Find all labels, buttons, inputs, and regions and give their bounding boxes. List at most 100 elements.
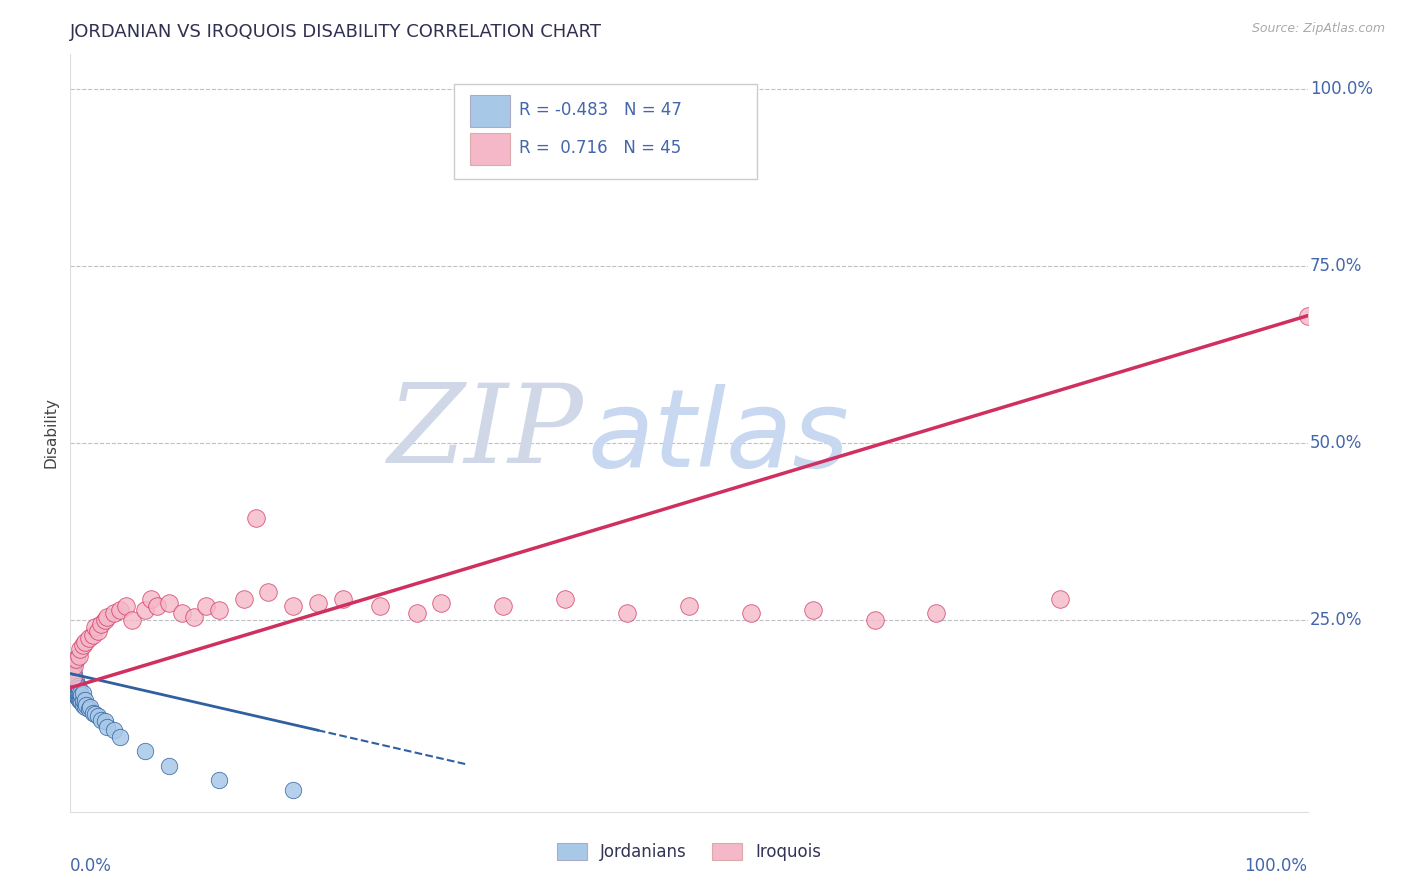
Point	[65, 684, 87, 698]
Point	[72, 638, 94, 652]
Point	[65, 673, 87, 688]
Text: JORDANIAN VS IROQUOIS DISABILITY CORRELATION CHART: JORDANIAN VS IROQUOIS DISABILITY CORRELA…	[70, 23, 602, 41]
Point	[232, 592, 254, 607]
Point	[84, 706, 107, 721]
Point	[332, 592, 354, 607]
Legend: Jordanians, Iroquois: Jordanians, Iroquois	[550, 837, 828, 868]
Point	[70, 688, 93, 702]
Point	[146, 599, 169, 614]
Point	[108, 603, 131, 617]
Point	[69, 692, 91, 706]
Point	[62, 659, 84, 673]
Point	[139, 592, 162, 607]
Point	[492, 599, 515, 614]
Point	[60, 666, 83, 681]
Text: Source: ZipAtlas.com: Source: ZipAtlas.com	[1251, 22, 1385, 36]
FancyBboxPatch shape	[470, 133, 509, 165]
Text: R =  0.716   N = 45: R = 0.716 N = 45	[519, 139, 682, 157]
Point	[70, 695, 93, 709]
Point	[307, 596, 329, 610]
Point	[63, 673, 86, 688]
Point	[368, 599, 391, 614]
Point	[103, 607, 125, 621]
Point	[134, 603, 156, 617]
Point	[67, 686, 90, 700]
Point	[66, 686, 89, 700]
Point	[63, 666, 86, 681]
Point	[554, 592, 576, 607]
Point	[75, 699, 97, 714]
Point	[77, 631, 100, 645]
Point	[208, 772, 231, 787]
Point	[72, 692, 94, 706]
Point	[208, 603, 231, 617]
Text: atlas: atlas	[588, 384, 849, 489]
Point	[82, 706, 104, 720]
Text: 25.0%: 25.0%	[1310, 611, 1362, 630]
Point	[103, 723, 125, 738]
Point	[94, 714, 117, 728]
Point	[72, 686, 94, 700]
Point	[66, 691, 89, 706]
Point	[63, 659, 86, 673]
Text: 0.0%: 0.0%	[70, 857, 112, 875]
Point	[740, 607, 762, 621]
Text: 50.0%: 50.0%	[1310, 434, 1362, 452]
Point	[257, 585, 280, 599]
Point	[157, 596, 180, 610]
Point	[79, 699, 101, 714]
Point	[65, 673, 87, 688]
Point	[94, 614, 117, 628]
Point	[157, 758, 180, 772]
Point	[183, 610, 205, 624]
Point	[1296, 309, 1319, 323]
Point	[67, 692, 90, 706]
Point	[90, 616, 112, 631]
Point	[65, 677, 87, 691]
Point	[63, 681, 86, 695]
Point	[405, 607, 427, 621]
Text: ZIP: ZIP	[388, 379, 583, 486]
Point	[60, 659, 83, 673]
Point	[96, 610, 118, 624]
Point	[67, 648, 90, 663]
Point	[1049, 592, 1071, 607]
FancyBboxPatch shape	[470, 95, 509, 127]
Point	[62, 670, 84, 684]
Point	[65, 684, 87, 698]
Point	[67, 681, 90, 695]
Point	[65, 688, 87, 702]
Text: 100.0%: 100.0%	[1310, 80, 1374, 98]
Point	[75, 692, 97, 706]
Point	[72, 698, 94, 713]
Text: 100.0%: 100.0%	[1244, 857, 1308, 875]
Point	[863, 614, 886, 628]
Point	[678, 599, 700, 614]
Point	[65, 688, 87, 702]
Point	[69, 686, 91, 700]
Point	[69, 641, 91, 656]
Point	[86, 709, 108, 723]
Point	[77, 702, 100, 716]
Point	[65, 681, 87, 695]
Point	[84, 620, 107, 634]
Point	[62, 673, 84, 688]
Point	[195, 599, 218, 614]
Point	[108, 731, 131, 745]
Point	[170, 607, 193, 621]
Point	[75, 634, 97, 648]
Point	[82, 627, 104, 641]
Point	[90, 713, 112, 727]
Point	[96, 720, 118, 734]
Point	[75, 698, 97, 713]
Point	[121, 614, 143, 628]
Point	[66, 679, 89, 693]
Point	[245, 510, 267, 524]
Y-axis label: Disability: Disability	[44, 397, 59, 468]
Point	[281, 783, 304, 797]
Point	[925, 607, 948, 621]
Text: R = -0.483   N = 47: R = -0.483 N = 47	[519, 102, 682, 120]
Point	[86, 624, 108, 638]
FancyBboxPatch shape	[454, 84, 756, 178]
Point	[430, 596, 453, 610]
